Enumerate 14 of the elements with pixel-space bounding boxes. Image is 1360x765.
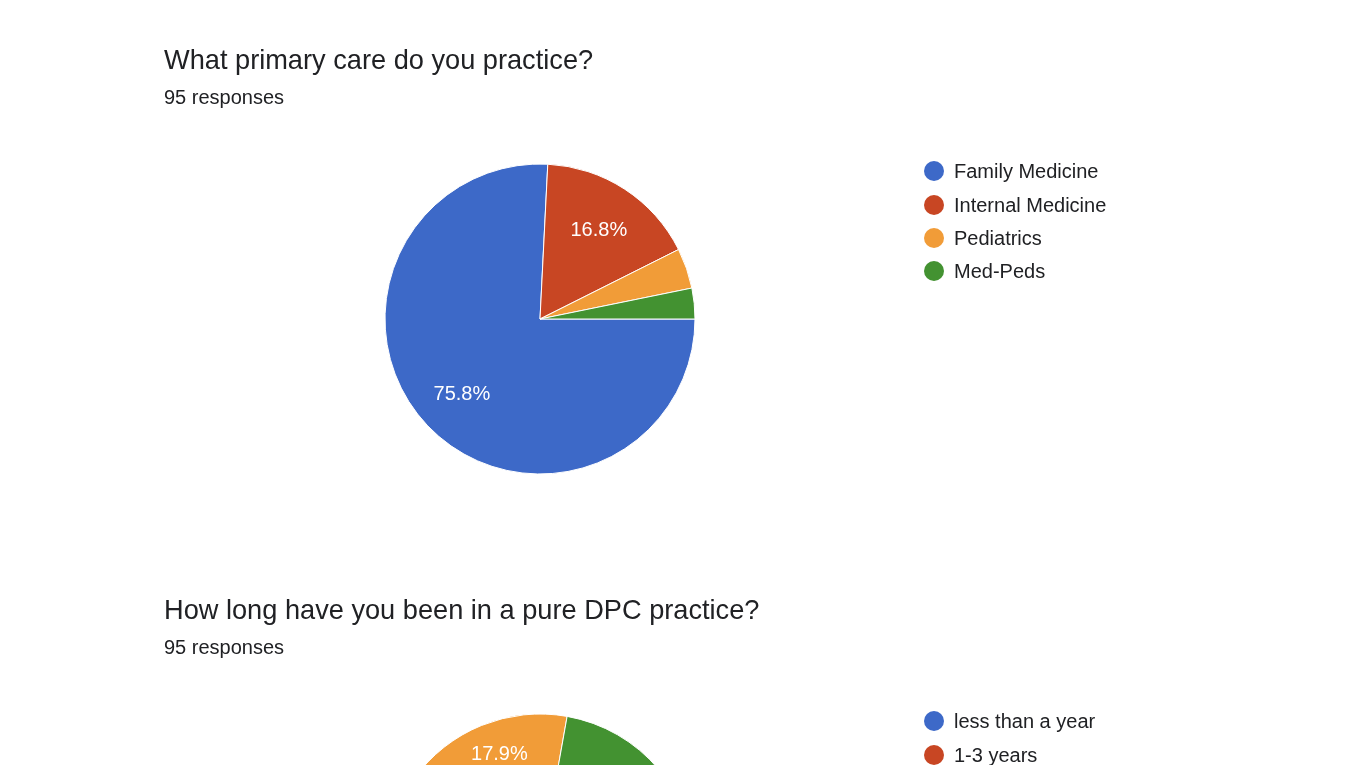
legend-label: less than a year — [954, 709, 1096, 734]
legend-label: Internal Medicine — [954, 192, 1107, 217]
legend-label: Med-Peds — [954, 259, 1046, 284]
chart-title: How long have you been in a pure DPC practice? — [164, 594, 760, 626]
data-label: 75.8% — [433, 382, 491, 405]
chart-title: What primary care do you practice? — [164, 44, 594, 76]
data-label: 16.8% — [570, 217, 628, 240]
text: 95 responses — [164, 636, 285, 658]
legend-label: 1-3 years — [954, 742, 1038, 765]
pie-slice — [384, 163, 696, 475]
text: 95 responses — [164, 86, 285, 108]
legend-label: Family Medicine — [954, 159, 1099, 184]
data-label: 17.9% — [471, 742, 528, 764]
legend-label: Pediatrics — [954, 225, 1042, 250]
